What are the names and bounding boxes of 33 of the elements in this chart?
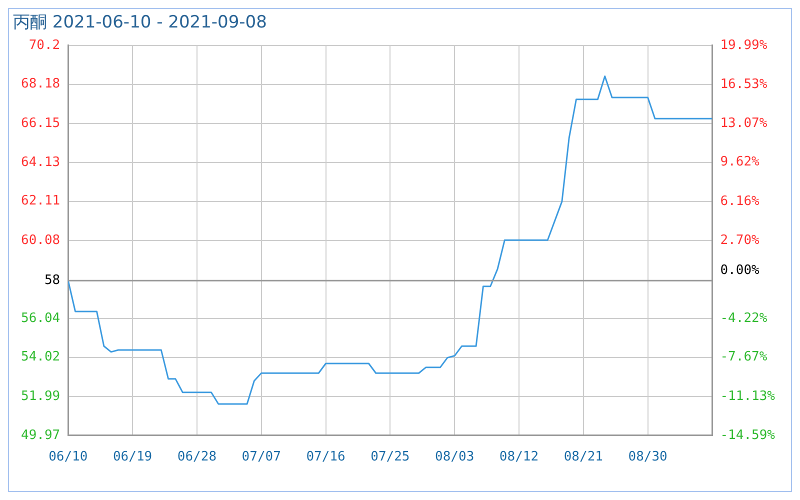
y2-tick-label: 0.00% (720, 263, 760, 278)
y-tick-label: 70.2 (28, 38, 60, 53)
x-tick-label: 07/16 (306, 450, 346, 465)
y2-tick-label: 19.99% (720, 38, 768, 53)
x-tick-label: 08/12 (499, 450, 539, 465)
x-tick-label: 07/25 (370, 450, 410, 465)
chart-title: 丙酮 2021-06-10 - 2021-09-08 (13, 12, 267, 33)
y2-tick-label: 2.70% (720, 232, 760, 248)
x-tick-label: 08/21 (564, 450, 603, 465)
y2-tick-label: -7.67% (720, 350, 768, 365)
y2-tick-label: 13.07% (720, 116, 768, 131)
y-tick-label: 66.15 (20, 116, 60, 131)
x-tick-label: 06/28 (177, 450, 217, 465)
y-tick-label: 64.13 (20, 154, 60, 170)
y-tick-label: 54.02 (20, 350, 60, 365)
y2-tick-label: -11.13% (720, 388, 776, 404)
y-tick-label: 49.97 (20, 428, 60, 443)
y-tick-label: 56.04 (20, 310, 60, 326)
y2-tick-label: -4.22% (720, 310, 768, 326)
y2-tick-label: -14.59% (720, 428, 776, 443)
y-tick-label: 58 (44, 272, 60, 288)
y2-tick-label: 9.62% (720, 154, 760, 170)
y-tick-label: 62.11 (20, 194, 60, 209)
x-tick-label: 06/10 (48, 450, 88, 465)
x-tick-label: 08/30 (628, 450, 668, 465)
y-tick-label: 60.08 (20, 232, 60, 248)
y-tick-label: 68.18 (20, 76, 60, 92)
y-tick-label: 51.99 (20, 388, 60, 404)
y2-tick-label: 6.16% (720, 194, 760, 209)
y2-tick-label: 16.53% (720, 76, 768, 92)
x-tick-label: 06/19 (112, 450, 152, 465)
x-tick-label: 07/07 (242, 450, 281, 465)
x-tick-label: 08/03 (435, 450, 474, 465)
